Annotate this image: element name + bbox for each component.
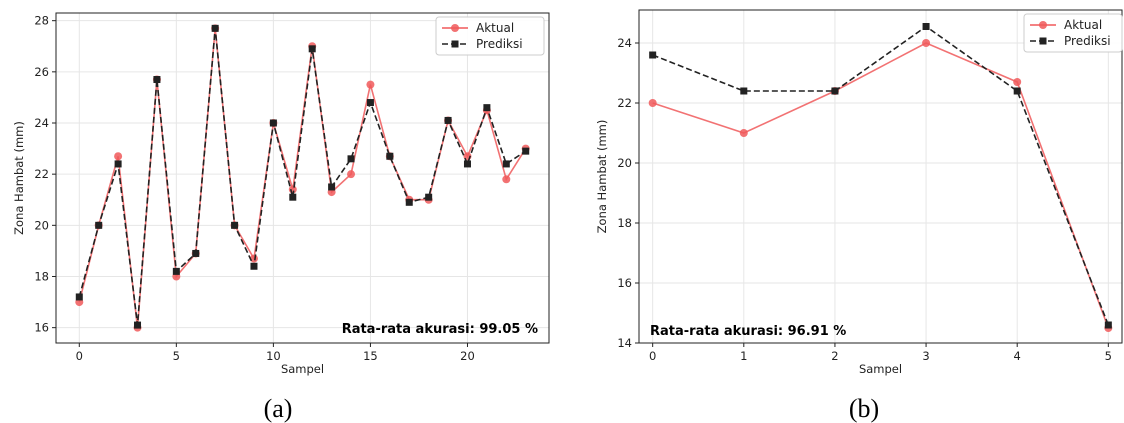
point-prediksi — [95, 221, 103, 229]
y-axis-label: Zona Hambat (mm) — [595, 120, 609, 234]
legend-label-prediksi: Prediksi — [476, 37, 523, 51]
point-prediksi — [831, 87, 839, 95]
y-tick-label: 22 — [34, 167, 49, 181]
point-prediksi — [740, 87, 748, 95]
y-tick-label: 18 — [34, 269, 49, 283]
series-line-prediksi — [652, 25, 1110, 326]
y-tick-label: 22 — [617, 96, 632, 110]
x-tick-label: 5 — [173, 349, 180, 363]
figure-caption: (a) — [264, 394, 293, 423]
series-line-prediksi — [78, 28, 527, 326]
legend-label-aktual: Aktual — [1064, 18, 1102, 32]
legend-marker-prediksi — [451, 40, 459, 48]
point-prediksi — [114, 160, 122, 168]
point-aktual — [1013, 78, 1022, 86]
point-aktual — [114, 152, 123, 161]
x-axis-label: Sampel — [281, 362, 324, 376]
x-tick-label: 0 — [649, 349, 656, 363]
y-tick-label: 20 — [34, 218, 49, 232]
point-prediksi — [211, 24, 219, 32]
point-prediksi — [483, 104, 491, 112]
point-prediksi — [649, 51, 657, 59]
plot-frame — [55, 12, 550, 344]
accuracy-annotation: Rata-rata akurasi: 99.05 % — [342, 322, 538, 337]
point-prediksi — [75, 293, 83, 301]
point-aktual — [347, 170, 356, 179]
y-tick-label: 24 — [34, 116, 49, 130]
legend-box — [435, 16, 545, 56]
y-axis-label: Zona Hambat (mm) — [12, 121, 26, 235]
series-line-aktual — [652, 42, 1110, 329]
point-prediksi — [444, 116, 452, 124]
point-prediksi — [231, 221, 239, 229]
legend: Aktual Prediksi — [435, 16, 545, 56]
legend-marker-prediksi — [1039, 37, 1047, 45]
y-tick-label: 28 — [34, 14, 49, 28]
y-tick-label: 18 — [617, 216, 632, 230]
x-tick-label: 2 — [831, 349, 838, 363]
legend: Aktual Prediksi — [1023, 13, 1123, 53]
legend-marker-aktual — [1039, 21, 1047, 29]
x-tick-label: 0 — [76, 349, 83, 363]
point-prediksi — [308, 45, 316, 53]
x-tick-label: 15 — [363, 349, 378, 363]
accuracy-annotation: Rata-rata akurasi: 96.91 % — [650, 324, 846, 339]
legend-box — [1023, 13, 1123, 53]
point-aktual — [648, 99, 657, 107]
point-prediksi — [328, 183, 336, 191]
point-prediksi — [1013, 87, 1021, 95]
point-aktual — [502, 175, 511, 184]
figure-caption: (b) — [849, 394, 879, 423]
point-prediksi — [522, 147, 530, 155]
point-prediksi — [250, 262, 258, 270]
point-prediksi — [386, 152, 394, 160]
point-prediksi — [269, 119, 277, 127]
y-tick-label: 16 — [617, 276, 632, 290]
y-tick-label: 16 — [34, 321, 49, 335]
legend-marker-aktual — [451, 24, 459, 32]
point-prediksi — [425, 193, 433, 201]
y-tick-label: 24 — [617, 36, 632, 50]
x-tick-label: 4 — [1014, 349, 1021, 363]
point-aktual — [922, 39, 931, 47]
point-prediksi — [405, 198, 413, 206]
point-prediksi — [289, 193, 297, 201]
y-tick-label: 14 — [617, 336, 632, 350]
point-prediksi — [134, 321, 142, 329]
y-tick-label: 26 — [34, 65, 49, 79]
point-prediksi — [192, 249, 200, 257]
x-tick-label: 1 — [740, 349, 747, 363]
point-prediksi — [366, 99, 374, 107]
series-line-aktual — [78, 28, 527, 328]
point-prediksi — [347, 155, 355, 163]
x-axis-label: Sampel — [859, 362, 902, 376]
plot-frame — [638, 9, 1123, 344]
point-aktual — [366, 80, 375, 89]
y-tick-label: 20 — [617, 156, 632, 170]
point-prediksi — [153, 76, 161, 84]
point-aktual — [739, 129, 748, 137]
x-tick-label: 3 — [922, 349, 929, 363]
point-prediksi — [463, 160, 471, 168]
point-prediksi — [1104, 321, 1112, 329]
chart-b: 0 1 2 3 4 5 14 16 18 20 22 24 Sampel Zona Hambat (mm)… — [595, 9, 1123, 423]
x-tick-label: 10 — [266, 349, 281, 363]
point-prediksi — [922, 23, 930, 30]
legend-label-aktual: Aktual — [476, 21, 514, 35]
chart-a: 0 5 10 15 20 16 18 20 22 24 26 28 Sampel Zona Hambat … — [12, 12, 550, 423]
x-tick-label: 20 — [460, 349, 475, 363]
legend-label-prediksi: Prediksi — [1064, 34, 1111, 48]
x-tick-label: 5 — [1105, 349, 1112, 363]
point-prediksi — [502, 160, 510, 168]
point-prediksi — [172, 267, 180, 275]
